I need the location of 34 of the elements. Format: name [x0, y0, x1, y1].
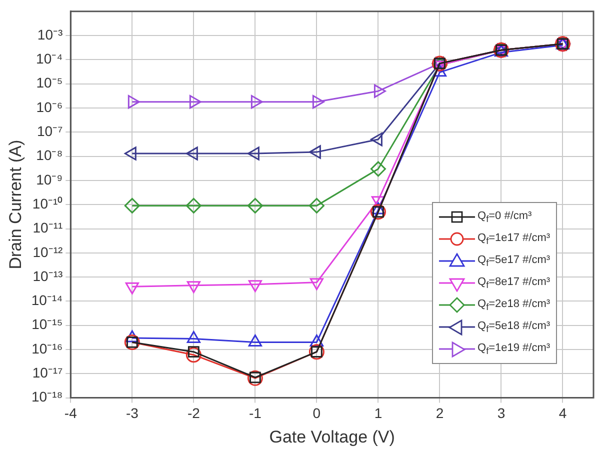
x-tick-label: -3 — [126, 405, 139, 422]
x-tick-label: -2 — [187, 405, 200, 422]
legend-label: Q$_{f}$=1e19 #/cm³ — [478, 342, 550, 356]
x-tick-label: 1 — [374, 405, 382, 422]
y-tick-label: 10⁻¹⁴ — [31, 292, 63, 308]
legend-label: Q$_{f}$=2e18 #/cm³ — [478, 298, 550, 312]
x-tick-label: 4 — [558, 405, 567, 422]
x-tick-label: 0 — [312, 405, 321, 422]
y-tick-label: 10⁻⁴ — [36, 50, 63, 67]
legend-label: Q$_{f}$=5e17 #/cm³ — [478, 254, 550, 268]
y-tick-label: 10⁻¹⁰ — [32, 195, 63, 212]
y-tick-label: 10⁻⁹ — [36, 171, 63, 188]
x-axis-title: Gate Voltage (V) — [269, 427, 395, 446]
legend-label: Q$_{f}$=1e17 #/cm³ — [478, 232, 550, 246]
y-tick-label: 10⁻⁵ — [36, 74, 63, 91]
y-tick-label: 10⁻¹³ — [32, 268, 63, 284]
x-tick-label: -1 — [248, 405, 262, 422]
x-tick-label: 3 — [497, 405, 506, 422]
y-tick-label: 10⁻¹² — [32, 244, 63, 260]
y-tick-label: 10⁻³ — [37, 26, 63, 42]
legend-label: Q$_{f}$=8e17 #/cm³ — [478, 276, 550, 290]
x-tick-label: 2 — [436, 405, 444, 422]
legend-label: Q$_{f}$=0 #/cm³ — [478, 210, 532, 224]
y-axis-title: Drain Current (A) — [6, 140, 25, 270]
y-tick-label: 10⁻⁷ — [37, 123, 63, 140]
y-tick-label: 10⁻¹¹ — [32, 220, 63, 236]
y-tick-label: 10⁻⁸ — [36, 147, 63, 164]
y-tick-label: 10⁻¹⁸ — [32, 388, 63, 405]
y-tick-label: 10⁻¹⁶ — [32, 340, 63, 356]
y-tick-label: 10⁻¹⁷ — [32, 364, 63, 381]
y-tick-label: 10⁻¹⁵ — [32, 316, 63, 332]
x-tick-label: -4 — [64, 405, 78, 422]
y-tick-label: 10⁻⁶ — [36, 98, 63, 115]
legend-label: Q$_{f}$=5e18 #/cm³ — [478, 320, 550, 334]
